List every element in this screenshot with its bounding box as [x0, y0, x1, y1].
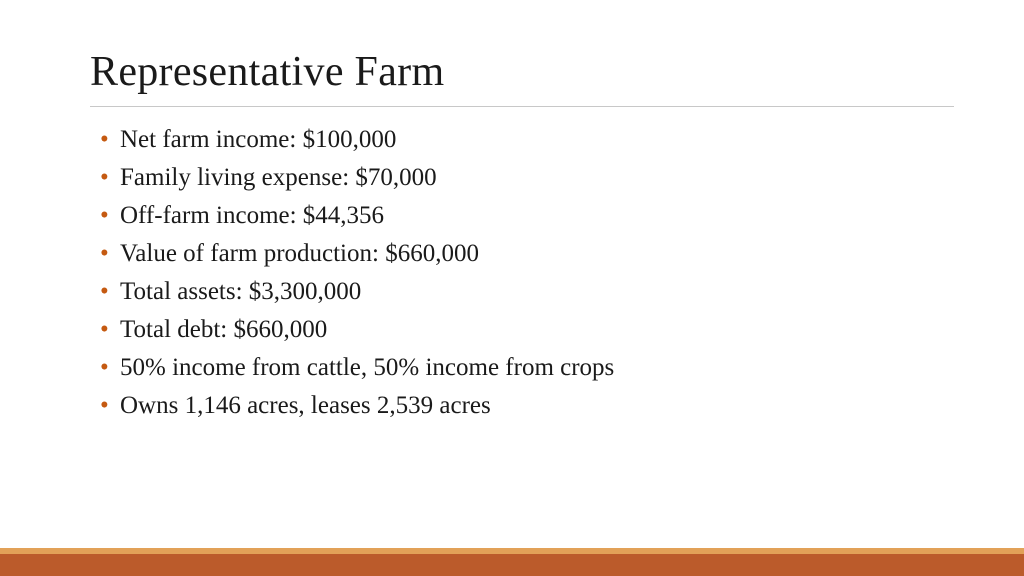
list-item: Family living expense: $70,000	[100, 159, 954, 197]
list-item: Total debt: $660,000	[100, 311, 954, 349]
slide-title: Representative Farm	[90, 48, 954, 96]
list-item: Total assets: $3,300,000	[100, 273, 954, 311]
slide: Representative Farm Net farm income: $10…	[0, 0, 1024, 576]
list-item: Value of farm production: $660,000	[100, 235, 954, 273]
footer-band-bottom	[0, 554, 1024, 576]
bullet-list: Net farm income: $100,000 Family living …	[90, 121, 954, 425]
list-item: Net farm income: $100,000	[100, 121, 954, 159]
list-item: 50% income from cattle, 50% income from …	[100, 349, 954, 387]
list-item: Off-farm income: $44,356	[100, 197, 954, 235]
title-rule	[90, 106, 954, 107]
footer-band	[0, 548, 1024, 576]
list-item: Owns 1,146 acres, leases 2,539 acres	[100, 387, 954, 425]
